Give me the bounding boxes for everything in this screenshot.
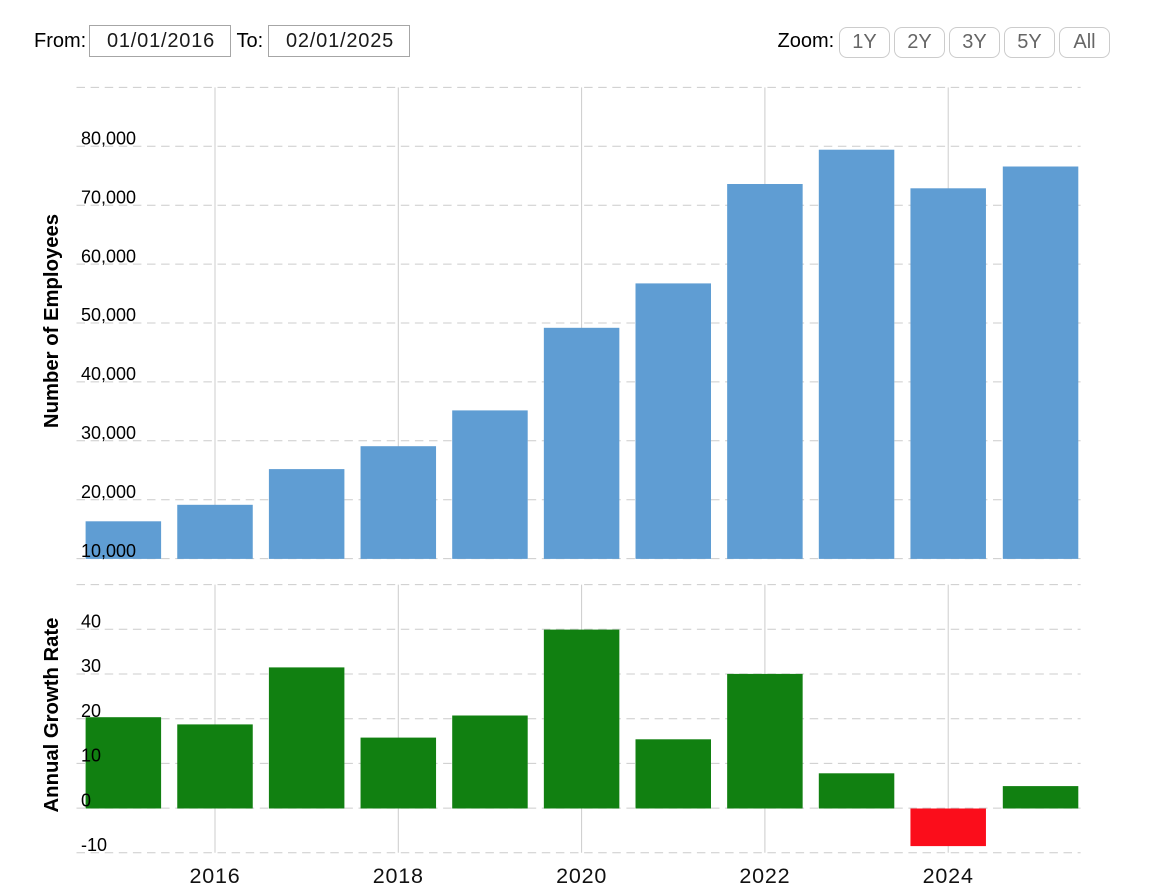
svg-text:10,000: 10,000 — [81, 541, 136, 561]
svg-text:Annual Growth Rate: Annual Growth Rate — [41, 618, 63, 813]
svg-text:80,000: 80,000 — [81, 129, 136, 149]
svg-text:2018: 2018 — [373, 864, 424, 888]
svg-text:40: 40 — [81, 612, 101, 632]
svg-text:10: 10 — [81, 746, 101, 766]
svg-text:Number of Employees: Number of Employees — [41, 214, 63, 428]
svg-text:0: 0 — [81, 790, 91, 810]
svg-text:30: 30 — [81, 656, 101, 676]
svg-text:2024: 2024 — [923, 864, 974, 888]
svg-text:50,000: 50,000 — [81, 305, 136, 325]
svg-text:2016: 2016 — [189, 864, 240, 888]
svg-text:20: 20 — [81, 701, 101, 721]
svg-text:-10: -10 — [81, 835, 107, 855]
svg-text:40,000: 40,000 — [81, 364, 136, 384]
svg-text:20,000: 20,000 — [81, 482, 136, 502]
svg-text:30,000: 30,000 — [81, 423, 136, 443]
svg-text:2022: 2022 — [739, 864, 790, 888]
svg-text:2020: 2020 — [556, 864, 607, 888]
svg-text:70,000: 70,000 — [81, 187, 136, 207]
svg-text:60,000: 60,000 — [81, 246, 136, 266]
